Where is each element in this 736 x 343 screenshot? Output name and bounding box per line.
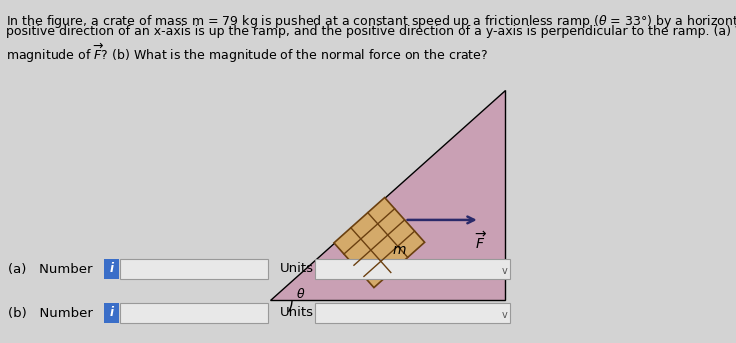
- Bar: [315, 303, 510, 323]
- Text: magnitude of $\overrightarrow{F}$? (b) What is the magnitude of the normal force: magnitude of $\overrightarrow{F}$? (b) W…: [6, 42, 488, 65]
- Text: $\overrightarrow{F}$: $\overrightarrow{F}$: [475, 230, 486, 252]
- Text: (a)   Number: (a) Number: [8, 262, 93, 275]
- Text: $\theta$: $\theta$: [296, 287, 305, 301]
- Text: v: v: [502, 266, 508, 276]
- Text: In the figure, a crate of mass m = 79 kg is pushed at a constant speed up a fric: In the figure, a crate of mass m = 79 kg…: [6, 8, 736, 31]
- Text: Units: Units: [280, 307, 314, 319]
- Bar: [120, 259, 268, 279]
- Text: Units: Units: [280, 262, 314, 275]
- Polygon shape: [334, 198, 425, 287]
- Bar: [315, 259, 510, 279]
- Polygon shape: [270, 90, 505, 300]
- Text: i: i: [110, 307, 113, 319]
- Bar: [104, 303, 119, 323]
- Bar: [120, 303, 268, 323]
- Text: (b)   Number: (b) Number: [8, 307, 93, 319]
- Text: m: m: [392, 243, 406, 257]
- Text: positive direction of an x-axis is up the ramp, and the positive direction of a : positive direction of an x-axis is up th…: [6, 25, 736, 38]
- Bar: [104, 259, 119, 279]
- Text: v: v: [502, 310, 508, 320]
- Text: i: i: [110, 262, 113, 275]
